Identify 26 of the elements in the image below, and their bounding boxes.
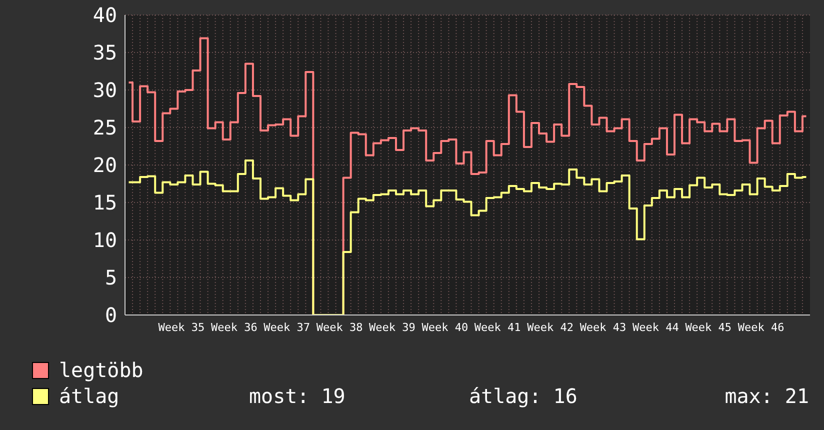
x-tick-label: Week 39 xyxy=(369,320,416,334)
x-tick-label: Week 45 xyxy=(685,320,732,334)
x-tick-label: Week 35 xyxy=(158,320,205,334)
y-tick-label: 40 xyxy=(92,3,117,28)
legend-label: legtöbb xyxy=(59,357,144,383)
y-tick-label: 20 xyxy=(92,153,117,178)
y-tick-label: 30 xyxy=(92,78,117,102)
x-tick-label: Week 41 xyxy=(474,320,521,334)
x-tick-label: Week 36 xyxy=(210,320,258,334)
text: most: 19 xyxy=(249,383,346,409)
text: átlag: 16 xyxy=(469,383,578,409)
text: max: 21 xyxy=(724,383,809,409)
legend-label: átlag xyxy=(59,383,120,409)
x-tick-label: Week 40 xyxy=(422,320,468,334)
y-tick-label: 5 xyxy=(104,266,117,290)
y-tick-label: 35 xyxy=(92,40,117,65)
x-tick-label: Week 42 xyxy=(527,320,574,334)
y-tick-label: 10 xyxy=(92,228,117,252)
x-tick-label: Week 44 xyxy=(632,320,680,334)
x-tick-label: Week 43 xyxy=(580,320,626,334)
x-tick-label: Week 37 xyxy=(264,320,310,334)
y-tick-label: 25 xyxy=(92,116,117,140)
y-tick-label: 0 xyxy=(104,303,117,328)
y-tick-label: 15 xyxy=(92,190,117,215)
x-tick-label: Week 46 xyxy=(738,320,784,334)
x-tick-label: Week 38 xyxy=(316,320,363,334)
